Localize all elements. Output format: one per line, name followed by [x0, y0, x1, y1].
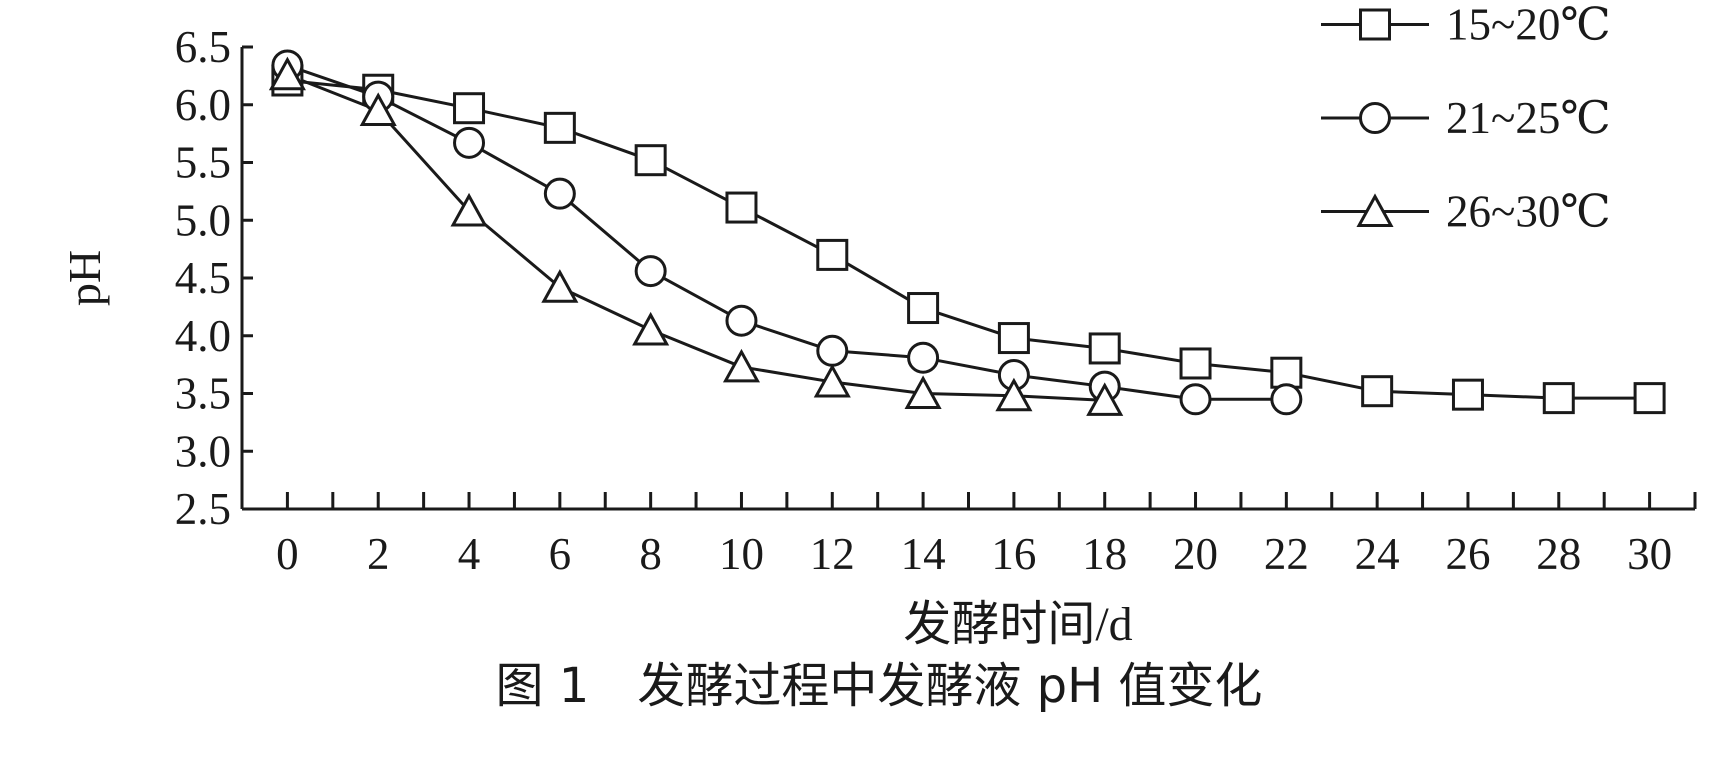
series-3-triangle-marker — [995, 377, 1033, 412]
figure-caption: 图 1 发酵过程中发酵液 pH 值变化 — [496, 658, 1263, 714]
x-tick-label: 28 — [1536, 529, 1581, 579]
series-1-square-marker — [1542, 382, 1575, 415]
series-3-triangle-marker — [450, 192, 488, 227]
x-tick-label: 30 — [1627, 529, 1672, 579]
legend-label: 26~30℃ — [1446, 187, 1611, 237]
series-3-triangle-marker — [904, 375, 942, 409]
legend-entry: 15~20℃ — [1321, 0, 1611, 50]
series-3-triangle-marker — [359, 92, 397, 127]
legend-square-icon — [1359, 8, 1391, 41]
series-1-square-marker — [634, 144, 667, 177]
x-tick-label: 10 — [719, 529, 764, 579]
series-2-circle-marker — [1179, 383, 1212, 416]
y-axis-label: pH — [59, 250, 110, 306]
series-markers — [268, 49, 1666, 416]
series-2-circle-marker — [725, 304, 758, 337]
x-tick-label: 6 — [549, 529, 572, 579]
x-tick-label: 22 — [1264, 529, 1309, 579]
series-1-square-marker — [453, 92, 486, 125]
series-1-square-marker — [997, 322, 1030, 355]
x-tick-label: 20 — [1173, 529, 1218, 579]
x-tick-label: 14 — [901, 529, 946, 579]
y-tick-label: 6.0 — [175, 80, 231, 130]
legend-entry: 21~25℃ — [1321, 93, 1611, 143]
series-2-circle-marker — [907, 341, 940, 374]
x-tick-label: 24 — [1355, 529, 1400, 579]
series-1-square-marker — [907, 292, 940, 325]
series-1-square-marker — [1179, 347, 1212, 380]
series-2-circle-marker — [634, 255, 667, 288]
x-tick-label: 2 — [367, 529, 390, 579]
x-tick-label: 16 — [991, 529, 1036, 579]
legend-triangle-icon — [1356, 193, 1394, 227]
series-3-triangle-marker — [813, 363, 851, 398]
x-tick-label: 0 — [276, 529, 299, 579]
series-3-triangle-marker — [722, 348, 761, 383]
series-3-triangle-marker — [541, 269, 579, 303]
y-tick-label: 2.5 — [175, 484, 231, 534]
y-tick-label: 5.0 — [175, 195, 231, 245]
legend-label: 15~20℃ — [1446, 0, 1611, 50]
x-tick-label: 26 — [1445, 529, 1490, 579]
series-1-line — [287, 79, 1650, 400]
series-1-square-marker — [1361, 375, 1394, 408]
x-tick-label: 8 — [639, 529, 662, 579]
series-3-line — [286, 73, 1105, 402]
series-2-circle-marker — [453, 126, 486, 159]
y-tick-label: 6.5 — [175, 22, 231, 72]
series-1-square-marker — [1451, 378, 1484, 411]
series-2-circle-marker — [816, 334, 849, 367]
y-tick-label: 3.5 — [175, 369, 231, 419]
series-1-square-marker — [1088, 332, 1121, 365]
series-3-triangle-marker — [268, 56, 306, 91]
series-2-circle-marker — [1270, 383, 1303, 416]
x-tick-label: 18 — [1082, 529, 1127, 579]
y-tick-label: 5.5 — [175, 138, 231, 188]
x-axis-label: 发酵时间/d — [903, 598, 1132, 651]
series-1-square-marker — [816, 238, 849, 271]
legend-label: 21~25℃ — [1446, 93, 1611, 143]
y-tick-label: 4.5 — [175, 253, 231, 303]
x-tick-label: 12 — [810, 529, 855, 579]
series-1-square-marker — [1270, 356, 1303, 389]
y-tick-label: 3.0 — [175, 426, 231, 476]
y-tick-label: 4.0 — [175, 311, 231, 361]
series-2-circle-marker — [543, 177, 576, 210]
legend: 15~20℃ 21~25℃ 26~30℃ — [1321, 0, 1611, 237]
axes: 0 2 4 6 8 10 12 14 16 18 20 22 24 26 28 302.53.03.54.04… — [175, 22, 1697, 579]
x-tick-label: 4 — [458, 529, 481, 579]
series-1-square-marker — [725, 191, 758, 224]
series-1-square-marker — [543, 111, 576, 144]
series-3-triangle-marker — [1086, 382, 1124, 416]
series-3-triangle-marker — [632, 311, 670, 346]
legend-entry: 26~30℃ — [1321, 187, 1611, 237]
series-1-square-marker — [1633, 382, 1666, 415]
legend-circle-icon — [1359, 102, 1391, 134]
